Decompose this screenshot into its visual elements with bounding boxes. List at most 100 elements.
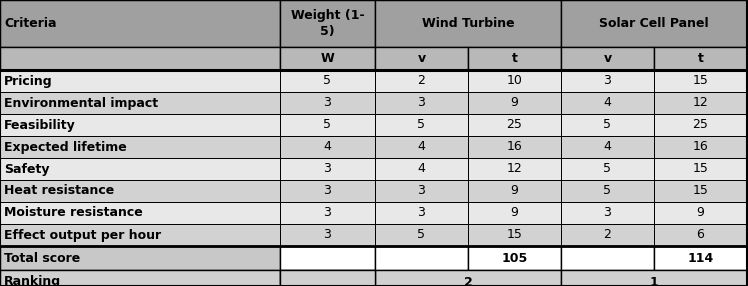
Bar bbox=[561, 47, 654, 70]
Text: 15: 15 bbox=[693, 162, 708, 176]
Bar bbox=[468, 70, 561, 92]
Bar bbox=[561, 270, 747, 286]
Bar bbox=[654, 47, 747, 70]
Bar bbox=[654, 246, 747, 270]
Bar bbox=[280, 202, 375, 224]
Bar bbox=[561, 114, 654, 136]
Text: 5: 5 bbox=[323, 74, 331, 88]
Text: Solar Cell Panel: Solar Cell Panel bbox=[599, 17, 709, 30]
Text: Feasibility: Feasibility bbox=[4, 118, 76, 132]
Bar bbox=[561, 202, 654, 224]
Bar bbox=[0, 92, 280, 114]
Text: 3: 3 bbox=[324, 96, 331, 110]
Bar bbox=[468, 224, 561, 246]
Bar bbox=[561, 180, 654, 202]
Bar bbox=[375, 246, 468, 270]
Text: 5: 5 bbox=[604, 184, 612, 198]
Text: Safety: Safety bbox=[4, 162, 49, 176]
Bar bbox=[375, 114, 468, 136]
Text: 9: 9 bbox=[511, 206, 518, 219]
Text: Weight (1-
5): Weight (1- 5) bbox=[291, 9, 364, 37]
Text: 25: 25 bbox=[693, 118, 708, 132]
Text: 4: 4 bbox=[324, 140, 331, 154]
Bar bbox=[280, 92, 375, 114]
Bar bbox=[654, 136, 747, 158]
Bar bbox=[280, 70, 375, 92]
Text: 2: 2 bbox=[604, 229, 611, 241]
Bar bbox=[280, 180, 375, 202]
Bar bbox=[654, 158, 747, 180]
Text: 5: 5 bbox=[323, 118, 331, 132]
Bar bbox=[561, 92, 654, 114]
Bar bbox=[561, 70, 654, 92]
Text: 9: 9 bbox=[511, 96, 518, 110]
Bar bbox=[375, 158, 468, 180]
Bar bbox=[0, 70, 280, 92]
Bar bbox=[375, 136, 468, 158]
Text: Environmental impact: Environmental impact bbox=[4, 96, 158, 110]
Text: 4: 4 bbox=[604, 96, 611, 110]
Text: v: v bbox=[604, 52, 612, 65]
Bar bbox=[280, 47, 375, 70]
Text: 4: 4 bbox=[604, 140, 611, 154]
Text: 105: 105 bbox=[501, 251, 527, 265]
Bar bbox=[280, 270, 375, 286]
Bar bbox=[375, 270, 561, 286]
Text: 114: 114 bbox=[687, 251, 714, 265]
Text: 10: 10 bbox=[506, 74, 522, 88]
Bar bbox=[280, 158, 375, 180]
Text: Effect output per hour: Effect output per hour bbox=[4, 229, 161, 241]
Bar bbox=[0, 224, 280, 246]
Text: 5: 5 bbox=[417, 118, 426, 132]
Text: Criteria: Criteria bbox=[4, 17, 57, 30]
Text: 15: 15 bbox=[506, 229, 522, 241]
Text: Ranking: Ranking bbox=[4, 275, 61, 286]
Bar bbox=[0, 136, 280, 158]
Text: 2: 2 bbox=[464, 275, 473, 286]
Text: 5: 5 bbox=[604, 162, 612, 176]
Text: 16: 16 bbox=[693, 140, 708, 154]
Text: 3: 3 bbox=[324, 206, 331, 219]
Text: Wind Turbine: Wind Turbine bbox=[422, 17, 515, 30]
Bar bbox=[654, 92, 747, 114]
Bar bbox=[375, 70, 468, 92]
Bar bbox=[0, 114, 280, 136]
Text: Heat resistance: Heat resistance bbox=[4, 184, 114, 198]
Bar bbox=[0, 202, 280, 224]
Bar bbox=[654, 202, 747, 224]
Text: 12: 12 bbox=[693, 96, 708, 110]
Bar bbox=[375, 202, 468, 224]
Bar bbox=[375, 180, 468, 202]
Bar bbox=[468, 246, 561, 270]
Text: 3: 3 bbox=[417, 206, 426, 219]
Bar bbox=[561, 0, 747, 47]
Text: 5: 5 bbox=[604, 118, 612, 132]
Bar bbox=[375, 92, 468, 114]
Text: 25: 25 bbox=[506, 118, 522, 132]
Text: 16: 16 bbox=[506, 140, 522, 154]
Text: t: t bbox=[698, 52, 703, 65]
Bar bbox=[468, 158, 561, 180]
Text: 12: 12 bbox=[506, 162, 522, 176]
Bar bbox=[561, 158, 654, 180]
Bar bbox=[280, 270, 375, 286]
Text: 3: 3 bbox=[324, 229, 331, 241]
Text: 3: 3 bbox=[324, 184, 331, 198]
Bar bbox=[468, 92, 561, 114]
Bar bbox=[280, 114, 375, 136]
Bar bbox=[0, 180, 280, 202]
Bar bbox=[280, 0, 375, 47]
Bar bbox=[654, 114, 747, 136]
Bar bbox=[468, 202, 561, 224]
Text: 9: 9 bbox=[696, 206, 705, 219]
Bar bbox=[375, 224, 468, 246]
Bar bbox=[654, 224, 747, 246]
Text: 9: 9 bbox=[511, 184, 518, 198]
Bar bbox=[280, 224, 375, 246]
Bar bbox=[280, 136, 375, 158]
Text: 15: 15 bbox=[693, 184, 708, 198]
Text: 5: 5 bbox=[417, 229, 426, 241]
Bar bbox=[468, 136, 561, 158]
Text: Expected lifetime: Expected lifetime bbox=[4, 140, 126, 154]
Bar bbox=[0, 47, 280, 70]
